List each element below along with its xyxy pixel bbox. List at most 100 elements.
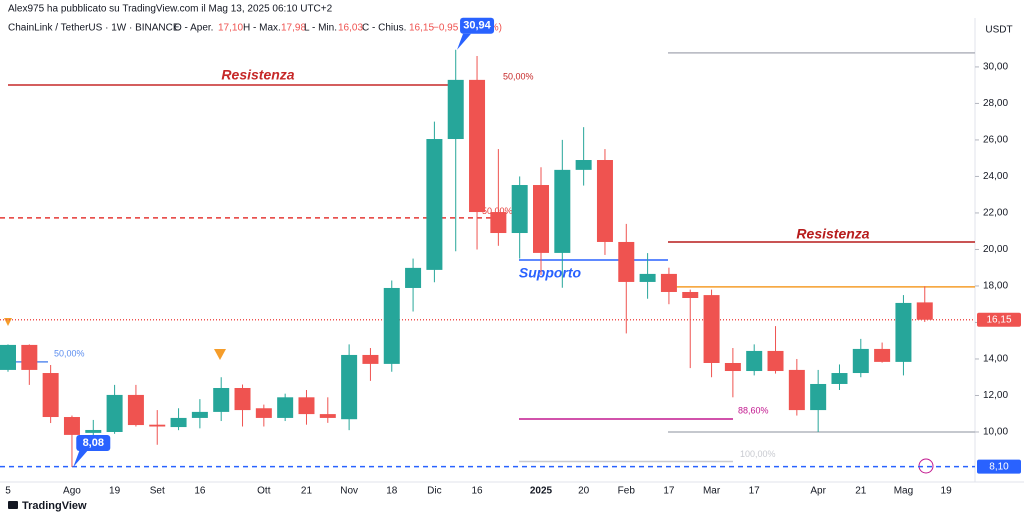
candle-body [682, 291, 699, 299]
candle-body [724, 362, 741, 372]
x-tick-label: 17 [663, 486, 675, 497]
x-tick-label: 16 [471, 486, 483, 497]
candle-body [405, 267, 422, 288]
price-tag-label: 8,10 [989, 461, 1009, 472]
candle-body [127, 394, 144, 426]
x-tick-label: Mag [894, 486, 913, 497]
symbol: ChainLink / TetherUS · 1W · BINANCE [8, 23, 180, 34]
low-value: 16,03 [338, 23, 363, 34]
candle-body [916, 302, 933, 320]
candle-body [191, 411, 208, 418]
y-tick-label: 26,00 [983, 135, 1008, 146]
callout-label: 8,08 [83, 437, 104, 449]
close-label: C - Chius. [362, 23, 406, 34]
candle-body [447, 79, 464, 140]
arrow-icon [214, 349, 226, 360]
candle-body [362, 354, 379, 364]
candle-body [831, 373, 848, 384]
brand: TradingView [22, 500, 87, 512]
level-label: Resistenza [796, 226, 869, 242]
candle-body [895, 302, 912, 362]
level-label: Resistenza [221, 67, 294, 83]
x-tick-label: 19 [109, 486, 121, 497]
y-tick-label: 18,00 [983, 281, 1008, 292]
y-tick-label: 24,00 [983, 171, 1008, 182]
level-label: Supporto [519, 265, 582, 281]
x-tick-label: 21 [855, 486, 867, 497]
candle-body [319, 414, 336, 418]
callout-box [76, 435, 111, 452]
fib-label: 50,00% [54, 348, 85, 358]
fib-label: 50,00% [482, 206, 513, 216]
open-label: O - Aper. [174, 23, 213, 34]
candle-body [874, 348, 891, 362]
candle-body [511, 185, 528, 234]
candle-body [106, 394, 123, 432]
candle-body [533, 185, 549, 253]
x-tick-label: 18 [386, 486, 398, 497]
candle-body [767, 350, 784, 372]
x-tick-label: 19 [941, 486, 953, 497]
candle-body [852, 348, 869, 374]
candle-body [639, 273, 656, 282]
x-tick-label: 17 [749, 486, 761, 497]
x-tick-label: Apr [810, 486, 826, 497]
price-tag-label: 16,15 [986, 314, 1011, 325]
candle-body [42, 373, 59, 418]
candle-body [703, 295, 720, 363]
candle-body [596, 160, 613, 242]
callout-label: 30,94 [463, 20, 491, 32]
x-tick-label: Mar [703, 486, 721, 497]
byline: Alex975 ha pubblicato su TradingView.com… [8, 4, 333, 15]
candle-body [788, 369, 805, 411]
candle-body [810, 383, 827, 411]
x-tick-label: 21 [301, 486, 313, 497]
high-label: H - Max. [243, 23, 281, 34]
x-tick-label: Ago [63, 486, 81, 497]
close-value: 16,15 [409, 23, 434, 34]
x-tick-label: 2025 [530, 486, 553, 497]
price-tag [977, 312, 1021, 327]
y-tick-label: 14,00 [983, 354, 1008, 365]
candle-body [85, 429, 102, 433]
y-tick-label: 20,00 [983, 244, 1008, 255]
candle-body [490, 212, 507, 234]
callout-box [460, 17, 495, 34]
candle-body [426, 139, 443, 270]
y-tick-label: 10,00 [983, 427, 1008, 438]
candle-body [469, 79, 486, 213]
candle-body [149, 424, 166, 427]
candle-body [383, 287, 400, 364]
high-value: 17,98 [281, 23, 306, 34]
candle-body [660, 273, 677, 292]
candle-body [234, 387, 251, 411]
callout-pointer [73, 451, 88, 468]
y-tick-label: 30,00 [983, 62, 1008, 73]
candle-body [298, 397, 315, 415]
x-tick-label: Set [150, 486, 165, 497]
candle-body [341, 354, 358, 420]
x-tick-label: Feb [618, 486, 636, 497]
x-tick-label: 5 [5, 486, 11, 497]
low-label: L - Min. [304, 23, 337, 34]
fib-label: 100,00% [740, 449, 776, 459]
open-value: 17,10 [218, 23, 243, 34]
price-tag [977, 459, 1021, 474]
x-tick-label: Ott [257, 486, 271, 497]
candle-body [255, 408, 272, 418]
candle-body [0, 344, 16, 370]
candle-body [618, 241, 635, 282]
candle-body [213, 387, 230, 412]
y-tick-label: 22,00 [983, 208, 1008, 219]
logo: TradingView [8, 500, 87, 512]
callout-pointer [457, 33, 472, 50]
x-tick-label: Nov [340, 486, 358, 497]
y-tick-label: 12,00 [983, 390, 1008, 401]
candle-body [575, 160, 592, 170]
x-tick-label: 16 [194, 486, 206, 497]
candle-body [170, 417, 187, 428]
y-tick-label: 28,00 [983, 98, 1008, 109]
x-tick-label: Dic [427, 486, 441, 497]
